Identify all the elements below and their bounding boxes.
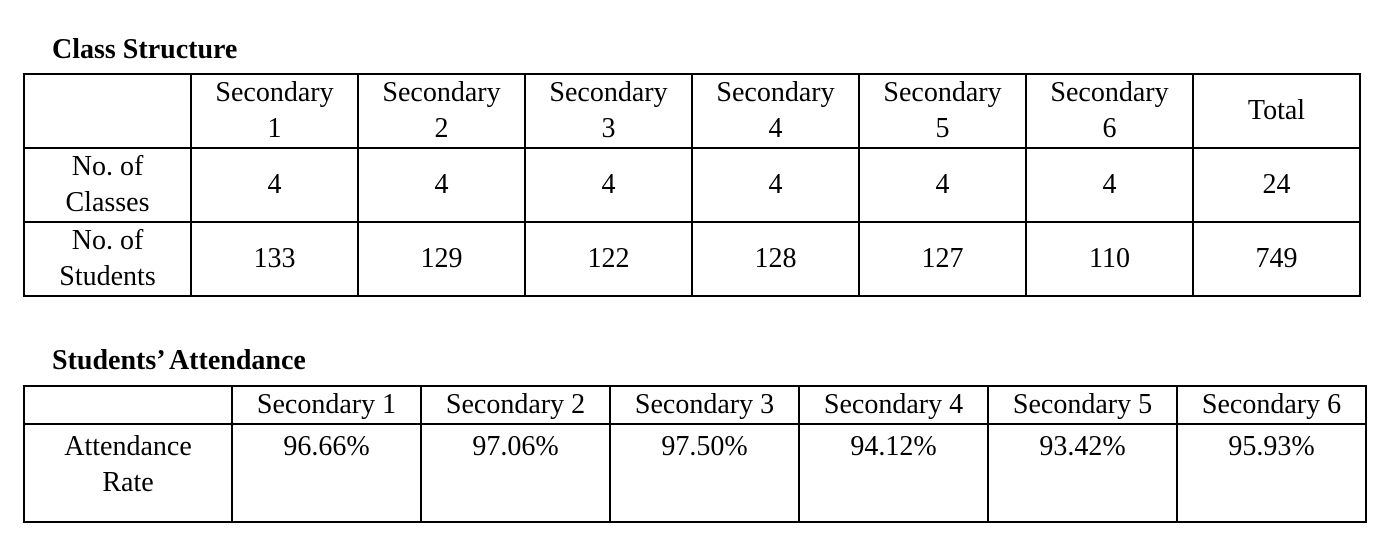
value-cell: 97.50%: [609, 423, 800, 523]
header-cell: Secondary 2: [357, 73, 526, 149]
header-row: Secondary 1 Secondary 2 Secondary 3 Seconda…: [23, 385, 1367, 425]
attendance-table: Secondary 1 Secondary 2 Secondary 3 Seconda…: [23, 385, 1367, 523]
value-cell: 128: [691, 221, 860, 297]
header-cell: Secondary 2: [420, 385, 611, 425]
value-cell: 110: [1025, 221, 1194, 297]
corner-cell: [23, 385, 233, 425]
value-cell: 97.06%: [420, 423, 611, 523]
header-cell: Secondary 5: [858, 73, 1027, 149]
data-row: No. of Classes 4 4 4 4 4 4 24: [23, 147, 1361, 223]
section-title: Class Structure: [52, 34, 238, 65]
data-row: Attendance Rate 96.66% 97.06% 97.50% 94.12% 9…: [23, 423, 1367, 523]
value-cell: 127: [858, 221, 1027, 297]
header-cell: Secondary 6: [1176, 385, 1367, 425]
header-cell: Secondary 1: [231, 385, 422, 425]
value-cell: 4: [190, 147, 359, 223]
value-cell: 4: [691, 147, 860, 223]
corner-cell: [23, 73, 192, 149]
class-structure-table: Secondary 1 Secondary 2 Secondary 3 Seconda…: [23, 73, 1361, 297]
row-label: No. of Students: [23, 221, 192, 297]
value-cell: 95.93%: [1176, 423, 1367, 523]
header-row: Secondary 1 Secondary 2 Secondary 3 Seconda…: [23, 73, 1361, 149]
value-cell: 4: [1025, 147, 1194, 223]
value-cell: 133: [190, 221, 359, 297]
header-cell: Secondary 6: [1025, 73, 1194, 149]
value-cell: 93.42%: [987, 423, 1178, 523]
header-cell: Secondary 3: [524, 73, 693, 149]
row-label: No. of Classes: [23, 147, 192, 223]
data-row: No. of Students 133 129 122 128 127 110 749: [23, 221, 1361, 297]
value-cell: 24: [1192, 147, 1361, 223]
value-cell: 4: [357, 147, 526, 223]
row-label: Attendance Rate: [23, 423, 233, 523]
header-cell: Total: [1192, 73, 1361, 149]
value-cell: 749: [1192, 221, 1361, 297]
value-cell: 94.12%: [798, 423, 989, 523]
header-cell: Secondary 4: [691, 73, 860, 149]
value-cell: 129: [357, 221, 526, 297]
header-cell: Secondary 1: [190, 73, 359, 149]
value-cell: 122: [524, 221, 693, 297]
header-cell: Secondary 5: [987, 385, 1178, 425]
section-title: Students’ Attendance: [52, 345, 306, 376]
value-cell: 4: [858, 147, 1027, 223]
header-cell: Secondary 3: [609, 385, 800, 425]
value-cell: 4: [524, 147, 693, 223]
value-cell: 96.66%: [231, 423, 422, 523]
header-cell: Secondary 4: [798, 385, 989, 425]
